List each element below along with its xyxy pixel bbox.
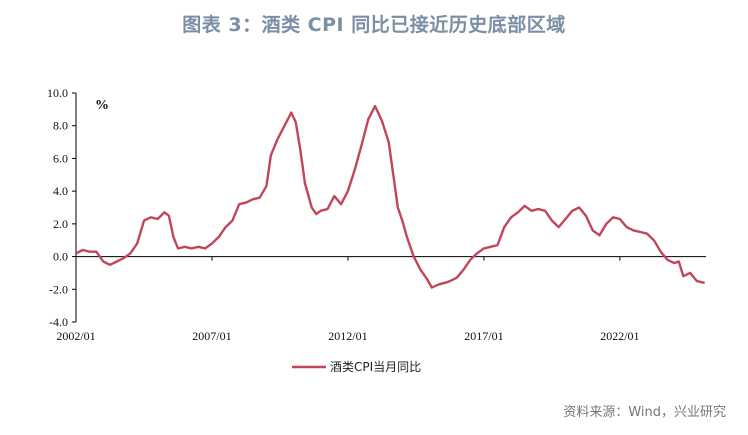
- chart-series: [74, 104, 705, 289]
- y-tick-label: -2.0: [49, 282, 68, 296]
- y-tick-label: -4.0: [49, 315, 68, 329]
- y-tick-label: 8.0: [53, 119, 68, 133]
- x-tick-label: 2007/01: [192, 329, 231, 343]
- x-tick-label: 2002/01: [56, 329, 95, 343]
- y-tick-label: 10.0: [47, 86, 68, 100]
- x-tick-label: 2017/01: [464, 329, 503, 343]
- y-tick-label: 4.0: [53, 184, 68, 198]
- figure-title: 图表 3：酒类 CPI 同比已接近历史底部区域: [182, 14, 566, 36]
- y-tick-label: 0.0: [53, 250, 68, 264]
- x-tick-label: 2012/01: [328, 329, 367, 343]
- legend-label-series: 酒类CPI当月同比: [330, 360, 421, 374]
- x-tick-label: 2022/01: [600, 329, 639, 343]
- y-tick-label: 2.0: [53, 217, 68, 231]
- y-axis-unit-label: %: [95, 98, 109, 113]
- legend: 酒类CPI当月同比: [292, 360, 421, 374]
- chart-axes: [75, 93, 706, 322]
- source-note: 资料来源：Wind，兴业研究: [563, 405, 726, 420]
- y-tick-label: 6.0: [53, 151, 68, 165]
- series-line: [74, 104, 705, 289]
